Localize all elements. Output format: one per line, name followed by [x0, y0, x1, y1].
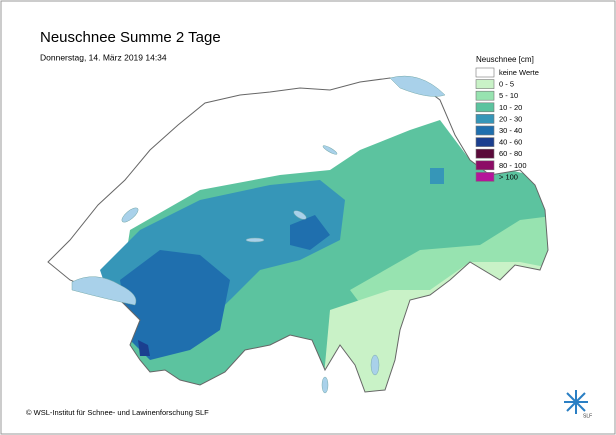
zone [138, 340, 150, 356]
legend-swatch [475, 160, 495, 171]
zone [290, 215, 330, 250]
legend: keine Werte 0 - 5 5 - 10 10 - 20 20 - 30 30 -… [475, 67, 539, 182]
lakes [71, 75, 446, 394]
legend-label: keine Werte [499, 68, 539, 77]
title: Neuschnee Summe 2 Tage [40, 29, 221, 46]
legend-label: 10 - 20 [499, 103, 522, 112]
border [47, 77, 549, 393]
zone [120, 250, 230, 360]
legend-label: 30 - 40 [499, 126, 522, 135]
legend-swatch [475, 148, 495, 159]
legend-label: 80 - 100 [499, 161, 527, 170]
legend-swatch [475, 90, 495, 101]
legend-label: 40 - 60 [499, 138, 522, 147]
legend-swatch [475, 114, 495, 124]
legend-swatch [475, 172, 495, 182]
legend-swatch [475, 102, 495, 113]
logo-text: SLF [583, 413, 592, 419]
legend-swatch [475, 137, 495, 147]
legend-label: 60 - 80 [499, 149, 522, 158]
zone [430, 168, 444, 184]
subtitle: Donnerstag, 14. März 2019 14:34 [40, 52, 167, 62]
legend-label: 5 - 10 [499, 91, 518, 100]
logo: SLF [564, 390, 592, 419]
legend-swatch [475, 125, 495, 136]
legend-swatch [475, 79, 495, 89]
legend-title: Neuschnee [cm] [476, 55, 534, 64]
legend-label: 0 - 5 [499, 80, 514, 89]
legend-label: > 100 [499, 172, 518, 181]
legend-swatch [475, 67, 495, 78]
legend-label: 20 - 30 [499, 114, 522, 123]
credit: © WSL-Institut für Schnee- und Lawinenfo… [26, 408, 209, 417]
